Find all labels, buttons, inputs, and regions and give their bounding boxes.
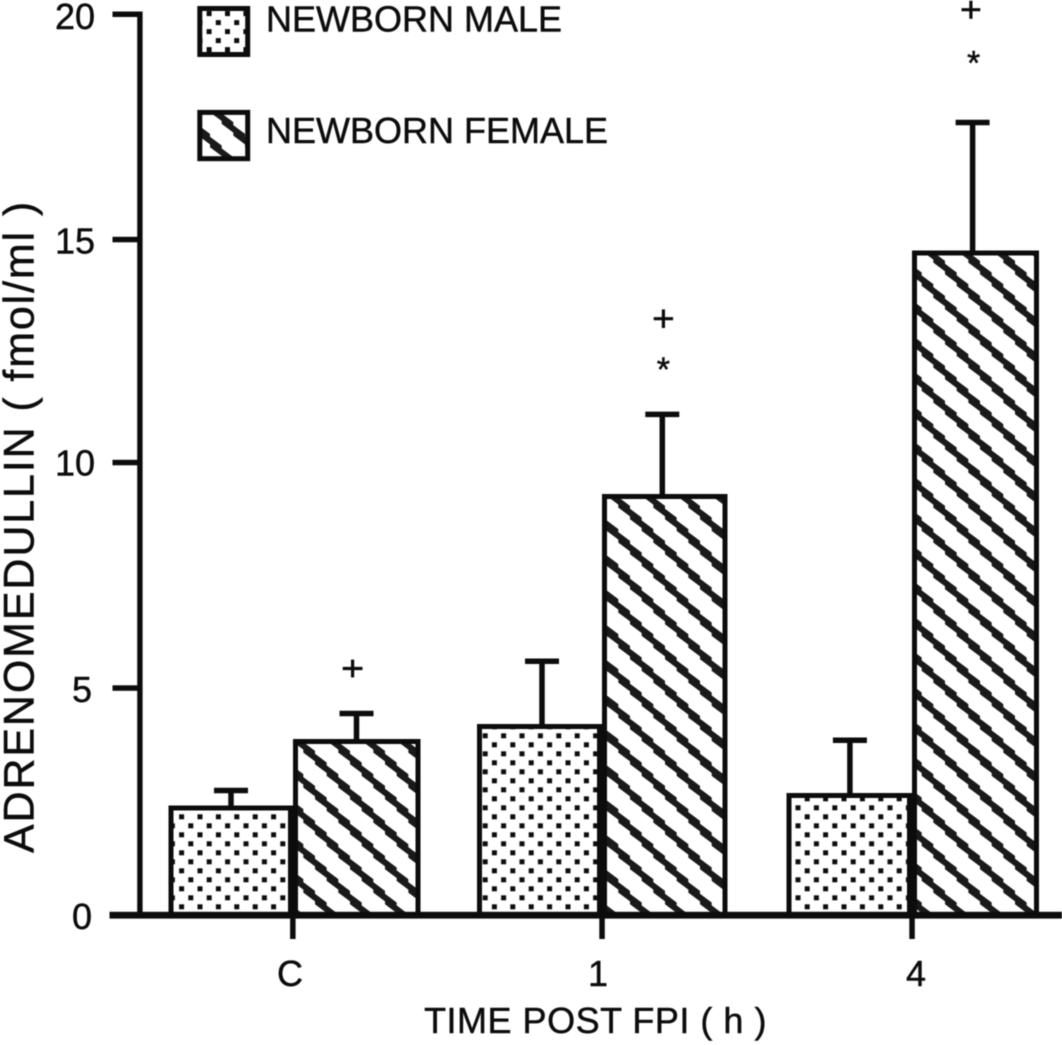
svg-text:*: * [657, 351, 670, 389]
svg-text:4: 4 [906, 953, 926, 994]
svg-text:10: 10 [55, 443, 95, 484]
svg-text:TIME POST FPI ( h ): TIME POST FPI ( h ) [424, 1000, 767, 1041]
svg-text:C: C [277, 953, 303, 994]
svg-text:5: 5 [72, 669, 92, 710]
svg-text:NEWBORN MALE: NEWBORN MALE [266, 0, 562, 40]
svg-text:0: 0 [72, 896, 92, 937]
svg-text:15: 15 [55, 220, 95, 261]
svg-text:1: 1 [588, 953, 608, 994]
svg-text:*: * [967, 44, 980, 82]
svg-text:20: 20 [55, 0, 95, 37]
svg-text:NEWBORN FEMALE: NEWBORN FEMALE [266, 110, 608, 151]
svg-text:ADRENOMEDULLIN ( fmol/ml ): ADRENOMEDULLIN ( fmol/ml ) [0, 200, 44, 853]
